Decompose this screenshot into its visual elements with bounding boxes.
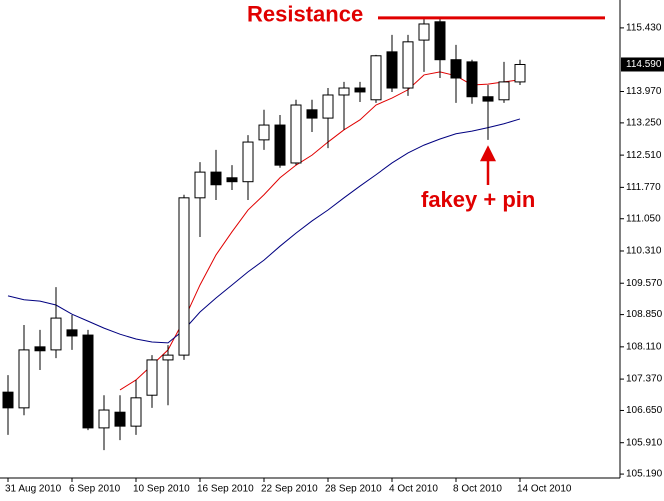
y-tick-label: 105.910 xyxy=(626,437,663,448)
x-tick-label: 6 Sep 2010 xyxy=(69,484,121,495)
y-tick-label: 108.850 xyxy=(626,309,663,320)
candle-body xyxy=(66,329,78,337)
candle-body xyxy=(226,177,238,183)
last-price-box xyxy=(621,57,664,72)
candle-body xyxy=(162,354,174,361)
y-tick-label: 110.310 xyxy=(626,246,662,257)
candle-body xyxy=(274,124,286,166)
x-tick-label: 8 Oct 2010 xyxy=(453,484,502,495)
y-tick-label: 107.370 xyxy=(626,374,663,385)
candle-body xyxy=(450,59,462,79)
candle-body xyxy=(354,87,366,93)
x-tick-label: 14 Oct 2010 xyxy=(517,484,572,495)
candle-body xyxy=(210,171,222,186)
y-tick-label: 113.970 xyxy=(626,86,662,97)
x-tick-label: 16 Sep 2010 xyxy=(197,484,254,495)
y-tick-label: 113.250 xyxy=(626,118,662,129)
candle-body xyxy=(18,349,30,409)
candle-body xyxy=(114,411,126,427)
x-tick-label: 31 Aug 2010 xyxy=(5,484,62,495)
candle-body xyxy=(466,61,478,98)
last-price-label: 114.590 xyxy=(626,59,662,70)
candle-body xyxy=(98,409,110,429)
candle-body xyxy=(370,55,382,101)
y-tick-label: 108.110 xyxy=(626,341,662,352)
annotation-label: fakey + pin xyxy=(421,187,535,212)
candle-body xyxy=(306,109,318,119)
y-tick-label: 115.430 xyxy=(626,23,662,34)
candle-body xyxy=(386,51,398,89)
x-tick-label: 28 Sep 2010 xyxy=(325,484,382,495)
x-tick-label: 4 Oct 2010 xyxy=(389,484,438,495)
y-tick-label: 112.510 xyxy=(626,150,662,161)
x-tick-label: 10 Sep 2010 xyxy=(133,484,190,495)
candle-body xyxy=(434,21,446,61)
candle-body xyxy=(130,397,142,427)
resistance-label: Resistance xyxy=(247,2,363,27)
candle-body xyxy=(322,94,334,119)
y-tick-label: 106.650 xyxy=(626,405,663,416)
candle-body xyxy=(178,197,190,356)
y-tick-label: 111.770 xyxy=(626,182,661,193)
candle-body xyxy=(514,63,526,83)
candle-body xyxy=(50,317,62,351)
candle-body xyxy=(498,81,510,101)
candle-body xyxy=(290,104,302,164)
candle-body xyxy=(2,391,14,409)
candle-body xyxy=(258,124,270,141)
candle-body xyxy=(482,96,494,102)
candle-body xyxy=(242,141,254,183)
annotation-arrow xyxy=(479,145,497,185)
y-tick-label: 109.570 xyxy=(626,278,663,289)
y-tick-label: 111.050 xyxy=(626,213,661,224)
moving-average xyxy=(7,118,521,344)
candle-body xyxy=(418,23,430,41)
candle-body xyxy=(82,334,94,429)
candle-body xyxy=(146,359,158,396)
candle-body xyxy=(402,41,414,89)
candle-body xyxy=(34,346,46,352)
candle-body xyxy=(194,171,206,199)
candle-body xyxy=(338,87,350,96)
x-tick-label: 22 Sep 2010 xyxy=(261,484,318,495)
y-tick-label: 105.190 xyxy=(626,469,663,480)
